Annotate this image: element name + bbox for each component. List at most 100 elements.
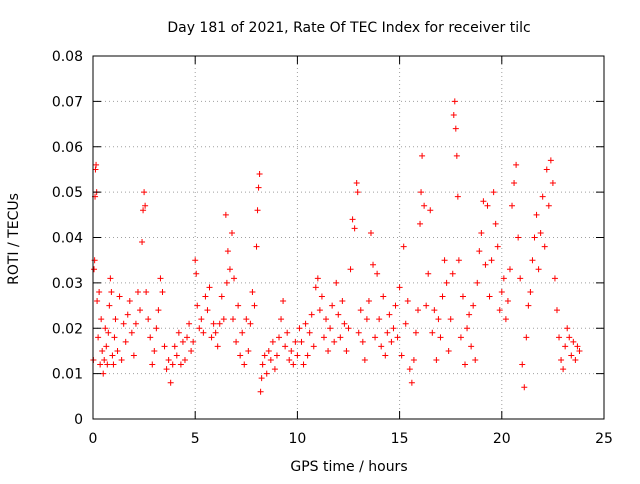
data-point — [543, 166, 550, 173]
data-point — [367, 229, 374, 236]
data-point — [245, 347, 252, 354]
data-point — [354, 189, 361, 196]
data-point — [355, 329, 362, 336]
data-point — [269, 338, 276, 345]
data-point — [410, 357, 417, 364]
data-point — [314, 275, 321, 282]
data-point — [109, 352, 116, 359]
data-point — [259, 361, 266, 368]
x-tick-label: 10 — [288, 431, 306, 447]
data-point — [159, 288, 166, 295]
data-point — [153, 325, 160, 332]
data-point — [304, 352, 311, 359]
data-point — [302, 320, 309, 327]
data-point — [151, 347, 158, 354]
data-point — [126, 298, 133, 305]
data-point — [181, 357, 188, 364]
data-point — [437, 334, 444, 341]
data-point — [212, 329, 219, 336]
data-point — [286, 357, 293, 364]
data-point — [141, 189, 148, 196]
data-point — [394, 334, 401, 341]
data-point — [398, 352, 405, 359]
data-point — [492, 220, 499, 227]
data-point — [310, 343, 317, 350]
data-point — [408, 379, 415, 386]
data-point — [300, 361, 307, 368]
data-point — [331, 338, 338, 345]
data-point — [454, 193, 461, 200]
data-point — [496, 307, 503, 314]
y-tick-label: 0.01 — [52, 367, 83, 383]
data-point — [308, 311, 315, 318]
data-point — [480, 198, 487, 205]
data-point — [502, 316, 509, 323]
data-point — [139, 239, 146, 246]
data-point — [504, 298, 511, 305]
data-point — [341, 320, 348, 327]
data-point — [102, 325, 109, 332]
data-point — [406, 366, 413, 373]
data-point — [498, 288, 505, 295]
data-point — [193, 270, 200, 277]
data-point — [525, 302, 532, 309]
grid-lines — [93, 56, 604, 419]
data-point — [116, 293, 123, 300]
data-point — [194, 302, 201, 309]
data-point — [568, 352, 575, 359]
data-point — [564, 325, 571, 332]
data-point — [140, 207, 147, 214]
data-point — [98, 316, 105, 323]
data-point — [237, 352, 244, 359]
data-point — [490, 189, 497, 196]
data-point — [253, 243, 260, 250]
data-point — [537, 229, 544, 236]
data-point — [118, 357, 125, 364]
data-point — [427, 207, 434, 214]
data-point — [171, 343, 178, 350]
data-point — [93, 161, 100, 168]
data-point — [204, 307, 211, 314]
data-point — [523, 334, 530, 341]
data-point — [519, 361, 526, 368]
data-point — [323, 316, 330, 323]
data-point — [558, 357, 565, 364]
data-point — [247, 320, 254, 327]
x-tick-label: 15 — [391, 431, 409, 447]
data-point — [173, 352, 180, 359]
data-point — [478, 229, 485, 236]
data-point — [91, 266, 98, 273]
y-tick-label: 0.07 — [52, 94, 83, 110]
data-point — [318, 293, 325, 300]
data-point — [363, 316, 370, 323]
data-point — [539, 193, 546, 200]
data-point — [472, 357, 479, 364]
data-point — [402, 320, 409, 327]
x-axis-ticks: 0 5 10 15 20 25 — [89, 56, 613, 447]
data-point — [243, 316, 250, 323]
data-point — [157, 275, 164, 282]
data-point — [145, 316, 152, 323]
data-point — [468, 343, 475, 350]
data-point — [200, 329, 207, 336]
data-point — [100, 370, 107, 377]
data-point — [531, 234, 538, 241]
data-point — [457, 334, 464, 341]
data-point — [500, 275, 507, 282]
data-point — [464, 325, 471, 332]
x-tick-label: 25 — [595, 431, 613, 447]
data-point — [353, 180, 360, 187]
data-point — [535, 266, 542, 273]
y-tick-label: 0.03 — [52, 276, 83, 292]
data-point — [216, 320, 223, 327]
data-point — [412, 329, 419, 336]
data-point — [529, 257, 536, 264]
data-point — [345, 325, 352, 332]
data-point — [206, 284, 213, 291]
data-point — [208, 334, 215, 341]
data-point — [466, 311, 473, 318]
data-point — [257, 388, 264, 395]
data-point — [462, 361, 469, 368]
data-point — [239, 329, 246, 336]
